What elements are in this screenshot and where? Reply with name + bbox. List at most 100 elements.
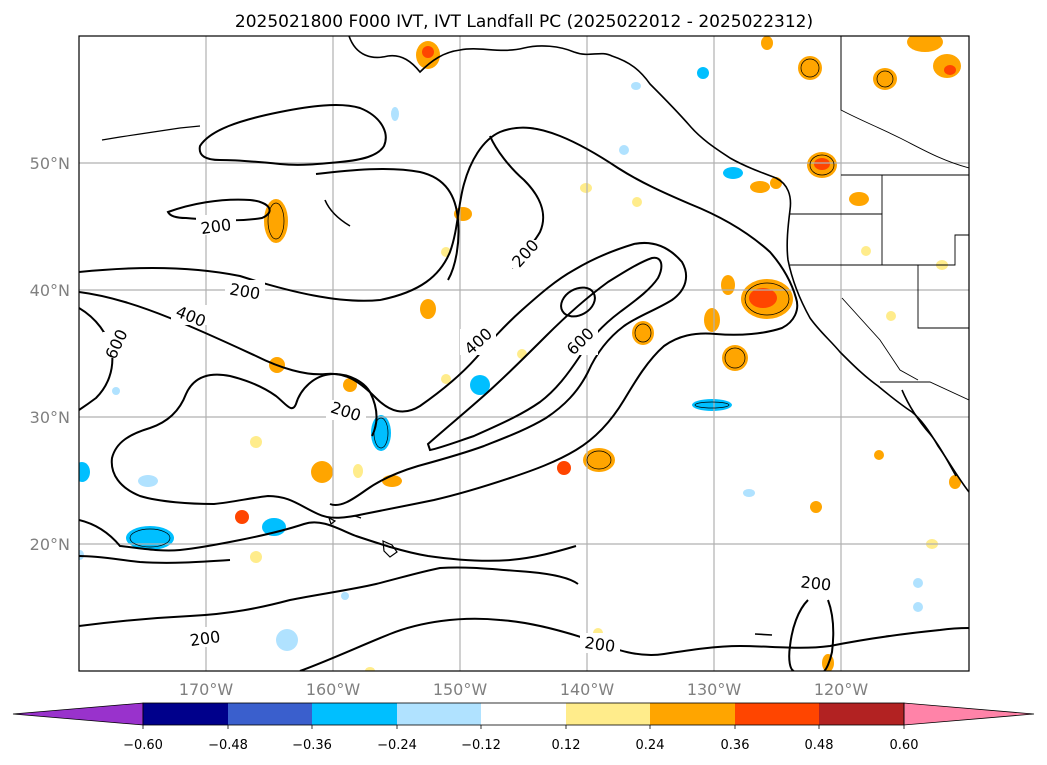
contour-label-bg: [580, 633, 620, 653]
colorbar-frame: [142, 702, 905, 726]
contour-label-bg: [171, 305, 211, 325]
shade-positive: [722, 345, 748, 371]
border: [790, 213, 883, 266]
contour-line: [823, 599, 835, 671]
colorbar-bin: [566, 703, 650, 725]
colorbar-labels: −0.60 −0.48 −0.36 −0.24 −0.12 0.12 0.24 …: [123, 738, 918, 753]
shade-outline: [634, 323, 652, 343]
lon-label: 160°W: [306, 680, 361, 699]
coastline: [101, 125, 201, 141]
shade-positive: [949, 475, 961, 489]
contour-line: [79, 242, 688, 506]
shade-positive: [250, 551, 262, 563]
lon-label: 170°W: [179, 680, 234, 699]
shade-negative: [743, 489, 755, 497]
shade-negative: [723, 167, 743, 179]
contour-label-bg: [796, 572, 836, 592]
shade-negative: [619, 145, 629, 155]
border: [917, 265, 969, 329]
shade-outlines: [129, 58, 894, 548]
border: [841, 297, 919, 381]
lat-label: 20°N: [30, 535, 70, 554]
shade-negative: [391, 107, 399, 121]
shade-positive: [311, 461, 333, 483]
lon-label: 140°W: [560, 680, 615, 699]
shade-negative: [79, 462, 90, 482]
shade-outline: [694, 401, 730, 409]
coastline: [754, 633, 773, 636]
contour-label-bg: [506, 240, 544, 268]
shade-negative: [276, 629, 298, 651]
shade-positive: [632, 197, 642, 207]
shade-positive: [798, 56, 822, 80]
shade-outline: [724, 347, 746, 369]
ivt-contours: [79, 104, 969, 671]
contour-label: 200: [800, 572, 832, 594]
colorbar-label: 0.48: [805, 738, 834, 753]
shade-positive: [250, 436, 262, 448]
shade-outline: [267, 202, 285, 240]
shade-positive: [749, 288, 777, 308]
shade-positive: [861, 246, 871, 256]
lon-labels: 170°W 160°W 150°W 140°W 130°W 120°W: [179, 680, 869, 699]
shade-negative: [138, 475, 158, 487]
colorbar-label: 0.60: [890, 738, 919, 753]
lat-label: 40°N: [30, 281, 70, 300]
contour-label-bg: [103, 332, 129, 358]
shade-positive: [353, 464, 363, 478]
shade-negative: [470, 375, 490, 395]
shade-positive: [422, 46, 434, 58]
coastlines: [101, 36, 969, 636]
shade-negative: [913, 602, 923, 612]
shade-positive: [382, 475, 402, 487]
colorbar-bin: [143, 703, 228, 725]
contour-line: [79, 307, 114, 411]
colorbar-bin: [735, 703, 819, 725]
colorbar-extend-low: [12, 702, 144, 726]
shade-outline: [586, 450, 612, 470]
lat-label: 30°N: [30, 408, 70, 427]
colorbar-bin: [819, 703, 904, 725]
coastline: [382, 540, 398, 558]
map-panel: 200 200 400 600 200 400 600 200 200 200: [78, 35, 970, 672]
colorbar-label: 0.12: [552, 738, 581, 753]
shade-outline: [800, 58, 820, 78]
shade-outline: [129, 528, 171, 548]
contour-label: 200: [583, 633, 616, 656]
contour-line: [315, 167, 460, 281]
colorbar-label: −0.12: [461, 738, 501, 753]
lon-label: 130°W: [687, 680, 742, 699]
colorbar-extend-high: [903, 702, 1035, 726]
shade-outline: [373, 417, 389, 449]
shade-positive: [557, 461, 571, 475]
lat-label: 50°N: [30, 154, 70, 173]
contour-label-bg: [326, 400, 366, 420]
shade-positive: [849, 192, 869, 206]
shade-positive: [721, 275, 735, 295]
colorbar-label: −0.36: [292, 738, 332, 753]
border: [882, 234, 969, 266]
shade-outline: [876, 70, 894, 88]
contour-line: [79, 519, 577, 562]
shade-positive: [886, 311, 896, 321]
contour-label: 200: [199, 215, 232, 238]
shade-outline: [809, 154, 835, 176]
contour-line: [560, 286, 596, 318]
colorbar-label: −0.24: [377, 738, 417, 753]
map-title: 2025021800 F000 IVT, IVT Landfall PC (20…: [235, 12, 813, 32]
lon-label: 150°W: [433, 680, 488, 699]
colorbar-ticks: [142, 725, 905, 729]
shade-positive: [874, 450, 884, 460]
shade-positive: [365, 667, 375, 671]
shade-outline: [744, 282, 790, 316]
shade-positive: [810, 501, 822, 513]
shade-positive: [907, 36, 943, 52]
contour-labels: 200 200 400 600 200 400 600 200 200 200: [101, 215, 836, 656]
shade-negative: [697, 67, 709, 79]
shade-positive: [944, 65, 956, 75]
colorbar-bin: [312, 703, 397, 725]
colorbar-bin: [228, 703, 312, 725]
shade-positive: [580, 183, 592, 193]
shade-positive: [814, 158, 830, 170]
contour-label-bg: [185, 627, 225, 647]
